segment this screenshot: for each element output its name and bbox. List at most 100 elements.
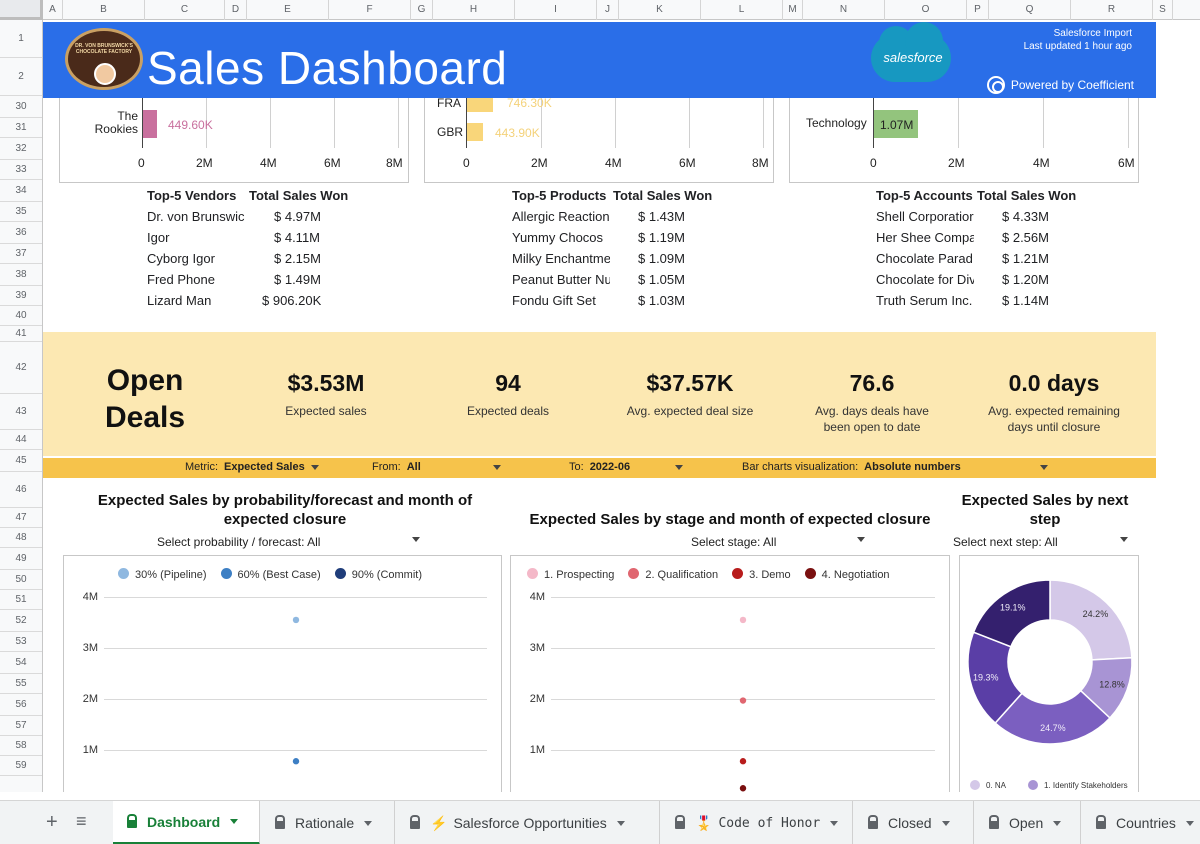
chevron-down-icon[interactable] <box>941 820 950 826</box>
chevron-down-icon[interactable] <box>830 820 839 826</box>
row-header-47[interactable]: 47 <box>0 508 42 528</box>
column-header-l[interactable]: L <box>701 0 783 20</box>
legend-item[interactable]: 1. Prospecting <box>527 568 614 581</box>
row-header-50[interactable]: 50 <box>0 570 42 590</box>
tab-closed[interactable]: Closed <box>854 801 974 844</box>
chevron-down-icon[interactable] <box>616 820 625 826</box>
tab-salesforce-opportunities[interactable]: ⚡ Salesforce Opportunities <box>396 801 660 844</box>
column-header-q[interactable]: Q <box>989 0 1071 20</box>
chevron-down-icon[interactable] <box>1040 465 1048 470</box>
column-header-h[interactable]: H <box>433 0 515 20</box>
scatter-point[interactable] <box>739 758 747 765</box>
row-header-37[interactable]: 37 <box>0 244 42 264</box>
chevron-down-icon[interactable] <box>364 820 373 826</box>
column-header-j[interactable]: J <box>597 0 619 20</box>
row-header-45[interactable]: 45 <box>0 450 42 472</box>
row-header-44[interactable]: 44 <box>0 430 42 450</box>
column-header-p[interactable]: P <box>967 0 989 20</box>
select-all-corner[interactable] <box>0 0 43 20</box>
row-header-57[interactable]: 57 <box>0 716 42 736</box>
powered-by[interactable]: Powered by Coefficient <box>986 76 1134 94</box>
tab-countries[interactable]: Countries <box>1082 801 1200 844</box>
row-header-39[interactable]: 39 <box>0 286 42 306</box>
legend-item[interactable]: 3. Demo <box>732 568 791 581</box>
column-header-e[interactable]: E <box>247 0 329 20</box>
legend-item[interactable]: 4. Negotiation <box>804 568 890 581</box>
next-step-selector[interactable]: Select next step: All <box>953 535 1058 549</box>
row-header-49[interactable]: 49 <box>0 548 42 570</box>
chevron-down-icon[interactable] <box>412 537 420 542</box>
column-header-o[interactable]: O <box>885 0 967 20</box>
row-header-42[interactable]: 42 <box>0 342 42 394</box>
add-sheet-button[interactable]: + <box>46 811 58 833</box>
row-header-43[interactable]: 43 <box>0 394 42 430</box>
row-header-34[interactable]: 34 <box>0 180 42 202</box>
chevron-down-icon[interactable] <box>1053 820 1062 826</box>
row-header-56[interactable]: 56 <box>0 694 42 716</box>
row-header-33[interactable]: 33 <box>0 160 42 180</box>
row-header-36[interactable]: 36 <box>0 222 42 244</box>
tab-code-of-honor[interactable]: 🎖️ Code of Honor <box>661 801 853 844</box>
row-header-30[interactable]: 30 <box>0 96 42 118</box>
donut-slice[interactable] <box>1049 579 1133 661</box>
column-header-n[interactable]: N <box>803 0 885 20</box>
tab-rationale[interactable]: Rationale <box>261 801 395 844</box>
row-header-41[interactable]: 41 <box>0 326 42 342</box>
legend-item[interactable]: 60% (Best Case) <box>220 568 321 581</box>
row-header-32[interactable]: 32 <box>0 138 42 160</box>
legend-item[interactable]: 0. NA <box>970 780 1006 790</box>
column-header-r[interactable]: R <box>1071 0 1153 20</box>
column-header-i[interactable]: I <box>515 0 597 20</box>
row-header-48[interactable]: 48 <box>0 528 42 548</box>
column-header-k[interactable]: K <box>619 0 701 20</box>
column-header-b[interactable]: B <box>63 0 145 20</box>
row-header-31[interactable]: 31 <box>0 118 42 138</box>
from-dropdown[interactable]: From: All <box>372 461 421 473</box>
metric-dropdown[interactable]: Metric: Expected Sales <box>185 461 305 473</box>
legend-item[interactable]: 30% (Pipeline) <box>118 568 207 581</box>
column-header-a[interactable]: A <box>43 0 63 20</box>
row-header-1[interactable]: 1 <box>0 20 42 58</box>
row-header-2[interactable]: 2 <box>0 58 42 96</box>
chevron-down-icon[interactable] <box>1185 820 1194 826</box>
tab-open[interactable]: Open <box>975 801 1081 844</box>
to-dropdown[interactable]: To: 2022-06 <box>569 461 630 473</box>
row-header-38[interactable]: 38 <box>0 264 42 286</box>
legend-item[interactable]: 2. Qualification <box>628 568 718 581</box>
scatter-point[interactable] <box>739 785 747 792</box>
row-header-51[interactable]: 51 <box>0 590 42 610</box>
row-header-53[interactable]: 53 <box>0 632 42 652</box>
chevron-down-icon[interactable] <box>1120 537 1128 542</box>
row-header-59[interactable]: 59 <box>0 756 42 776</box>
viz-dropdown[interactable]: Bar charts visualization: Absolute number… <box>742 461 961 473</box>
scatter-point[interactable] <box>292 758 300 765</box>
column-header-s[interactable]: S <box>1153 0 1173 20</box>
tab-dashboard[interactable]: Dashboard <box>113 801 260 844</box>
row-header-54[interactable]: 54 <box>0 652 42 674</box>
column-header-c[interactable]: C <box>145 0 225 20</box>
scatter-point[interactable] <box>739 697 747 704</box>
row-header-55[interactable]: 55 <box>0 674 42 694</box>
chevron-down-icon[interactable] <box>857 537 865 542</box>
all-sheets-button[interactable]: ≡ <box>76 811 87 831</box>
legend-item[interactable]: 90% (Commit) <box>334 568 422 581</box>
column-header-g[interactable]: G <box>411 0 433 20</box>
row-header-58[interactable]: 58 <box>0 736 42 756</box>
row-header-52[interactable]: 52 <box>0 610 42 632</box>
chevron-down-icon[interactable] <box>675 465 683 470</box>
scatter-point[interactable] <box>292 616 300 624</box>
chevron-down-icon[interactable] <box>311 465 319 470</box>
column-header-m[interactable]: M <box>783 0 803 20</box>
row-header-40[interactable]: 40 <box>0 306 42 326</box>
column-header-f[interactable]: F <box>329 0 411 20</box>
stage-selector[interactable]: Select stage: All <box>691 535 776 549</box>
donut-slice[interactable] <box>972 579 1051 648</box>
legend-item[interactable]: 1. Identify Stakeholders <box>1028 780 1128 790</box>
row-header-35[interactable]: 35 <box>0 202 42 222</box>
chevron-down-icon[interactable] <box>493 465 501 470</box>
chevron-down-icon[interactable] <box>230 819 239 824</box>
probability-selector[interactable]: Select probability / forecast: All <box>157 535 320 549</box>
scatter-point[interactable] <box>739 616 747 624</box>
row-header-46[interactable]: 46 <box>0 472 42 508</box>
column-header-d[interactable]: D <box>225 0 247 20</box>
